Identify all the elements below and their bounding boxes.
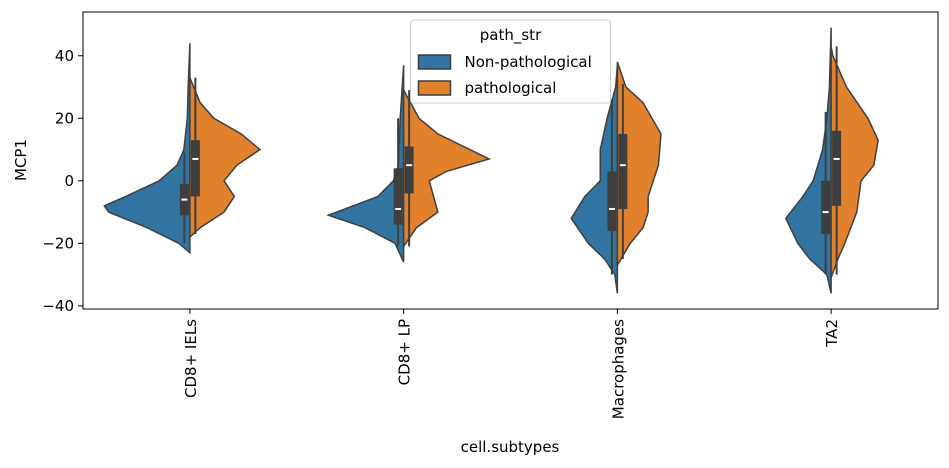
violin-half <box>784 27 832 294</box>
box <box>832 130 842 206</box>
violin-half <box>570 65 619 294</box>
y-tick-label: 20 <box>55 109 74 127</box>
box <box>404 146 414 194</box>
violin-half <box>103 43 191 255</box>
violin-half <box>830 46 879 278</box>
legend-swatch <box>417 54 452 70</box>
legend-title: path_str <box>480 26 542 45</box>
x-tick-label: CD8+ LP <box>396 319 414 385</box>
legend: path_str Non-pathological pathological <box>410 19 611 104</box>
legend-label: pathological <box>465 79 557 97</box>
violin-half <box>326 65 405 263</box>
violin-half <box>189 77 262 239</box>
box <box>821 180 831 234</box>
box <box>618 133 628 209</box>
box <box>607 171 617 231</box>
y-tick-label: 40 <box>55 47 74 65</box>
y-tick-label: −40 <box>42 297 74 315</box>
x-tick-label: TA2 <box>823 319 841 348</box>
x-tick-label: Macrophages <box>609 319 627 419</box>
legend-frame <box>410 19 611 104</box>
violin-half <box>616 61 662 268</box>
legend-swatch <box>417 80 452 96</box>
box <box>190 140 200 197</box>
x-axis-label: cell.subtypes <box>461 438 560 456</box>
y-tick-label: 0 <box>64 172 74 190</box>
violin-half <box>402 89 492 249</box>
plot-frame <box>82 11 939 310</box>
x-tick-label: CD8+ IELs <box>182 319 200 398</box>
y-axis-label: MCP1 <box>12 139 30 181</box>
y-tick-label: −20 <box>42 234 74 252</box>
box <box>393 168 403 225</box>
legend-label: Non-pathological <box>465 53 592 71</box>
